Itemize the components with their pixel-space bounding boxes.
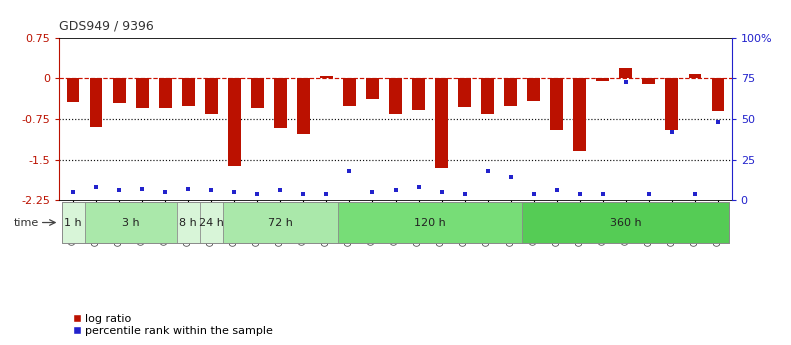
Bar <box>297 78 310 134</box>
Bar <box>435 78 448 168</box>
Text: 72 h: 72 h <box>268 218 293 227</box>
Text: 3 h: 3 h <box>122 218 139 227</box>
Bar <box>182 78 195 106</box>
Bar <box>522 202 729 243</box>
Bar <box>205 78 218 114</box>
Bar <box>338 202 522 243</box>
Bar <box>389 78 402 114</box>
Bar <box>596 78 609 81</box>
Bar <box>665 78 678 130</box>
Text: 120 h: 120 h <box>414 218 446 227</box>
Bar <box>642 78 655 84</box>
Bar <box>90 78 103 127</box>
Bar <box>62 202 85 243</box>
Bar <box>66 78 79 102</box>
Bar <box>688 74 701 78</box>
Bar <box>505 78 517 106</box>
Bar <box>458 78 471 107</box>
Bar <box>573 78 586 151</box>
Bar <box>200 202 223 243</box>
Bar <box>274 78 286 128</box>
Text: GDS949 / 9396: GDS949 / 9396 <box>59 20 154 33</box>
Bar <box>343 78 356 106</box>
Bar <box>412 78 425 110</box>
Bar <box>176 202 200 243</box>
Bar <box>481 78 494 114</box>
Bar <box>113 78 126 103</box>
Bar <box>223 202 338 243</box>
Text: 8 h: 8 h <box>180 218 197 227</box>
Bar <box>85 202 176 243</box>
Bar <box>551 78 563 130</box>
Bar <box>251 78 263 108</box>
Bar <box>619 68 632 78</box>
Text: 360 h: 360 h <box>610 218 642 227</box>
Bar <box>712 78 725 111</box>
Text: 1 h: 1 h <box>64 218 82 227</box>
Bar <box>136 78 149 108</box>
Bar <box>528 78 540 101</box>
Legend: log ratio, percentile rank within the sample: log ratio, percentile rank within the sa… <box>73 314 273 336</box>
Bar <box>228 78 240 166</box>
Bar <box>159 78 172 108</box>
Bar <box>320 76 333 78</box>
Text: 24 h: 24 h <box>199 218 224 227</box>
Bar <box>366 78 379 99</box>
Text: time: time <box>13 218 39 227</box>
